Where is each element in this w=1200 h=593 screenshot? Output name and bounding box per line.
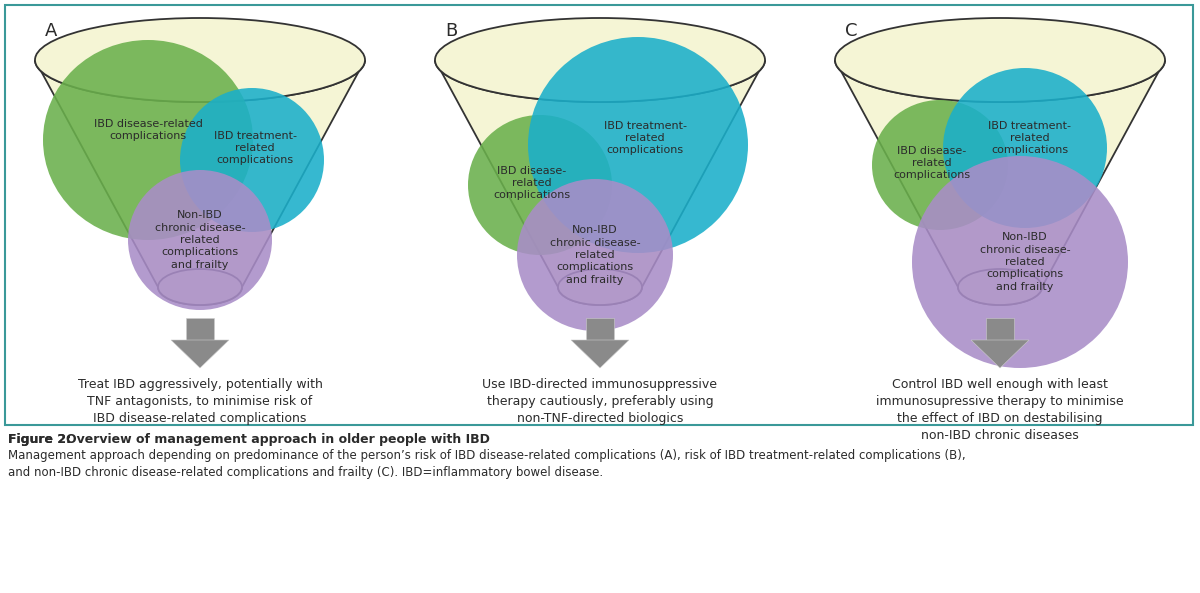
Text: Treat IBD aggressively, potentially with
TNF antagonists, to minimise risk of
IB: Treat IBD aggressively, potentially with… bbox=[78, 378, 323, 425]
Text: C: C bbox=[845, 22, 858, 40]
Text: Control IBD well enough with least
immunosupressive therapy to minimise
the effe: Control IBD well enough with least immun… bbox=[876, 378, 1124, 442]
Ellipse shape bbox=[958, 269, 1042, 305]
Ellipse shape bbox=[528, 37, 748, 253]
Bar bbox=[186, 318, 214, 340]
Ellipse shape bbox=[43, 40, 253, 240]
Polygon shape bbox=[971, 340, 1030, 368]
Text: IBD treatment-
related
complications: IBD treatment- related complications bbox=[214, 130, 296, 165]
Text: Non-IBD
chronic disease-
related
complications
and frailty: Non-IBD chronic disease- related complic… bbox=[550, 225, 641, 285]
Ellipse shape bbox=[912, 156, 1128, 368]
Text: IBD treatment-
related
complications: IBD treatment- related complications bbox=[989, 120, 1072, 155]
Text: IBD disease-
related
complications: IBD disease- related complications bbox=[894, 146, 971, 180]
Bar bbox=[586, 318, 614, 340]
Ellipse shape bbox=[517, 179, 673, 331]
Polygon shape bbox=[172, 340, 229, 368]
Text: Figure 2:: Figure 2: bbox=[8, 433, 76, 446]
Text: Non-IBD
chronic disease-
related
complications
and frailty: Non-IBD chronic disease- related complic… bbox=[979, 232, 1070, 292]
Text: IBD treatment-
related
complications: IBD treatment- related complications bbox=[604, 120, 686, 155]
Text: IBD disease-related
complications: IBD disease-related complications bbox=[94, 119, 203, 141]
Ellipse shape bbox=[872, 100, 1008, 230]
Ellipse shape bbox=[943, 68, 1108, 228]
Text: Management approach depending on predominance of the person’s risk of IBD diseas: Management approach depending on predomi… bbox=[8, 449, 966, 479]
Text: IBD disease-
related
complications: IBD disease- related complications bbox=[493, 165, 570, 200]
Bar bbox=[5, 5, 1193, 425]
Ellipse shape bbox=[436, 18, 766, 102]
Ellipse shape bbox=[468, 115, 612, 255]
Ellipse shape bbox=[128, 170, 272, 310]
Text: B: B bbox=[445, 22, 457, 40]
Ellipse shape bbox=[35, 18, 365, 102]
Ellipse shape bbox=[558, 269, 642, 305]
Text: Figure 2:: Figure 2: bbox=[8, 433, 76, 446]
Text: Non-IBD
chronic disease-
related
complications
and frailty: Non-IBD chronic disease- related complic… bbox=[155, 210, 245, 270]
Ellipse shape bbox=[158, 269, 242, 305]
Polygon shape bbox=[571, 340, 629, 368]
Text: Overview of management approach in older people with IBD: Overview of management approach in older… bbox=[66, 433, 490, 446]
Polygon shape bbox=[35, 60, 365, 305]
Ellipse shape bbox=[180, 88, 324, 232]
Text: A: A bbox=[46, 22, 58, 40]
Text: Use IBD-directed immunosuppressive
therapy cautiously, preferably using
non-TNF-: Use IBD-directed immunosuppressive thera… bbox=[482, 378, 718, 425]
Bar bbox=[986, 318, 1014, 340]
Polygon shape bbox=[835, 60, 1165, 305]
Ellipse shape bbox=[835, 18, 1165, 102]
Polygon shape bbox=[436, 60, 766, 305]
